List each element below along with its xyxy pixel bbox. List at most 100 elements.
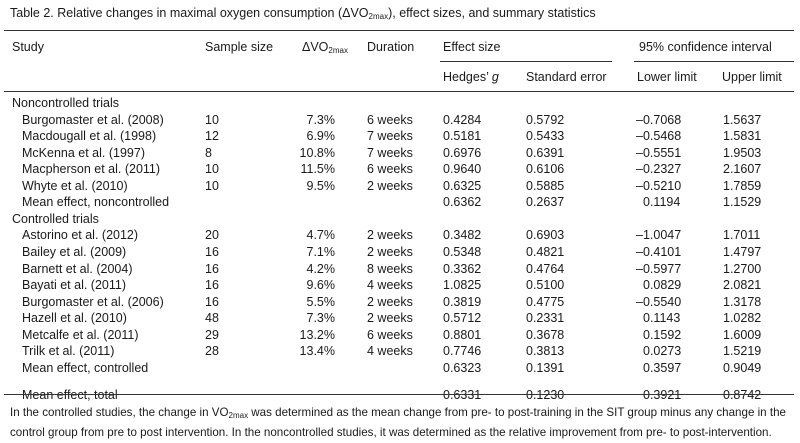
standard-error-value: 0.6391 bbox=[526, 145, 565, 160]
dvo2-value: 11.5% bbox=[300, 162, 335, 177]
study-name: Burgomaster et al. (2008) bbox=[22, 112, 164, 127]
lower-limit-value: 0.0829 bbox=[643, 278, 682, 293]
upper-limit-value: 1.4797 bbox=[723, 244, 762, 259]
dvo2-value: 5.5% bbox=[306, 294, 336, 309]
study-name: Macpherson et al. (2011) bbox=[22, 162, 161, 177]
header-study: Study bbox=[12, 40, 44, 54]
duration: 6 weeks bbox=[367, 112, 413, 127]
header-hedges-g: Hedges’ g bbox=[443, 70, 499, 85]
lower-limit-value: –0.2327 bbox=[636, 162, 682, 177]
footnote-text: In the controlled studies, the change in… bbox=[10, 406, 229, 419]
study-name: Whyte et al. (2010) bbox=[22, 178, 128, 193]
sample-size: 29 bbox=[205, 327, 219, 342]
header-standard-error: Standard error bbox=[526, 70, 607, 84]
dvo2-value: 6.9% bbox=[306, 129, 336, 144]
dvo2-value: 9.5% bbox=[306, 178, 336, 193]
sample-size: 16 bbox=[205, 244, 219, 259]
study-name: Hazell et al. (2010) bbox=[22, 311, 127, 326]
standard-error-value: 0.3813 bbox=[526, 344, 565, 359]
header-duration: Duration bbox=[367, 40, 415, 54]
dvo2-value: 4.7% bbox=[306, 228, 336, 243]
header-dvo2: ΔVO2max bbox=[302, 40, 348, 58]
hedges-g-value: 0.4284 bbox=[443, 112, 482, 127]
mean-standard-error: 0.2637 bbox=[526, 195, 565, 210]
hedges-g-value: 0.8801 bbox=[443, 327, 482, 342]
standard-error-value: 0.5100 bbox=[526, 278, 565, 293]
study-name: Bailey et al. (2009) bbox=[22, 244, 127, 259]
footnote-subscript: 2max bbox=[228, 411, 249, 420]
mean-standard-error: 0.1391 bbox=[526, 360, 565, 375]
hedges-g-value: 0.5712 bbox=[443, 311, 482, 326]
footnote-text-end: was determined as the mean change from p… bbox=[10, 406, 786, 439]
upper-limit-value: 1.0282 bbox=[723, 311, 762, 326]
duration: 2 weeks bbox=[367, 311, 413, 326]
hedges-g-value: 0.6325 bbox=[443, 178, 482, 193]
upper-limit-value: 1.9503 bbox=[723, 145, 762, 160]
mean-upper-limit: 1.1529 bbox=[723, 195, 762, 210]
mean-effect-label: Mean effect, controlled bbox=[22, 360, 149, 375]
header-confidence-interval: 95% confidence interval bbox=[639, 40, 772, 54]
lower-limit-value: 0.0273 bbox=[643, 344, 682, 359]
lower-limit-value: –0.7068 bbox=[636, 112, 682, 127]
mean-hedges-g: 0.6362 bbox=[443, 195, 482, 210]
lower-limit-value: –0.4101 bbox=[636, 244, 682, 259]
sample-size: 10 bbox=[205, 178, 219, 193]
standard-error-value: 0.2331 bbox=[526, 311, 565, 326]
header-sample-size: Sample size bbox=[205, 40, 274, 54]
sample-size: 10 bbox=[205, 162, 219, 177]
dvo2-value: 9.6% bbox=[306, 278, 336, 293]
study-name: Barnett et al. (2004) bbox=[22, 261, 133, 276]
standard-error-value: 0.5885 bbox=[526, 178, 565, 193]
dvo2-value: 13.2% bbox=[299, 327, 335, 342]
standard-error-value: 0.6903 bbox=[526, 228, 565, 243]
header-hedges-text: Hedges’ bbox=[443, 70, 489, 84]
sample-size: 48 bbox=[205, 311, 219, 326]
bottom-rule bbox=[4, 394, 794, 395]
hedges-g-value: 0.7746 bbox=[443, 344, 482, 359]
standard-error-value: 0.5433 bbox=[526, 129, 565, 144]
hedges-g-value: 0.3482 bbox=[443, 228, 482, 243]
upper-limit-value: 1.5219 bbox=[723, 344, 762, 359]
sample-size: 12 bbox=[205, 129, 219, 144]
hedges-g-value: 0.6976 bbox=[443, 145, 482, 160]
duration: 2 weeks bbox=[367, 228, 413, 243]
hedges-g-value: 0.9640 bbox=[443, 162, 482, 177]
upper-limit-value: 1.5831 bbox=[723, 129, 762, 144]
study-name: Trilk et al. (2011) bbox=[22, 344, 115, 359]
dvo2-value: 7.3% bbox=[306, 112, 336, 127]
dvo2-value: 7.1% bbox=[306, 244, 336, 259]
upper-limit-value: 1.2700 bbox=[723, 261, 762, 276]
lower-limit-value: –0.5468 bbox=[636, 129, 682, 144]
dvo2-value: 7.3% bbox=[306, 311, 336, 326]
lower-limit-value: 0.1143 bbox=[643, 311, 681, 326]
mean-hedges-g: 0.6323 bbox=[443, 360, 482, 375]
total-hedges-g: 0.6331 bbox=[443, 388, 482, 403]
mean-lower-limit: 0.1194 bbox=[643, 195, 681, 210]
upper-limit-value: 2.0821 bbox=[723, 278, 762, 293]
lower-limit-value: 0.1592 bbox=[643, 327, 682, 342]
duration: 8 weeks bbox=[367, 261, 413, 276]
upper-limit-value: 2.1607 bbox=[723, 162, 762, 177]
header-lower-limit: Lower limit bbox=[637, 70, 697, 84]
study-name: McKenna et al. (1997) bbox=[22, 145, 145, 160]
mean-lower-limit: 0.3597 bbox=[643, 360, 682, 375]
standard-error-value: 0.4764 bbox=[526, 261, 565, 276]
standard-error-value: 0.5792 bbox=[526, 112, 565, 127]
caption-text: Table 2. Relative changes in maximal oxy… bbox=[10, 6, 369, 20]
standard-error-value: 0.4821 bbox=[526, 244, 565, 259]
study-name: Metcalfe et al. (2011) bbox=[22, 327, 139, 342]
lower-limit-value: –0.5210 bbox=[636, 178, 682, 193]
lower-limit-value: –0.5551 bbox=[636, 145, 682, 160]
header-dvo2-text: ΔVO bbox=[302, 40, 329, 54]
dvo2-value: 13.4% bbox=[299, 344, 335, 359]
table-footnote: In the controlled studies, the change in… bbox=[10, 404, 795, 441]
total-standard-error: 0.1230 bbox=[526, 388, 565, 403]
header-dvo2-subscript: 2max bbox=[328, 46, 348, 55]
study-name: Burgomaster et al. (2006) bbox=[22, 294, 164, 309]
standard-error-value: 0.3678 bbox=[526, 327, 565, 342]
hedges-g-value: 1.0825 bbox=[443, 278, 482, 293]
top-rule bbox=[4, 30, 794, 31]
duration: 4 weeks bbox=[367, 344, 413, 359]
mean-upper-limit: 0.9049 bbox=[723, 360, 762, 375]
